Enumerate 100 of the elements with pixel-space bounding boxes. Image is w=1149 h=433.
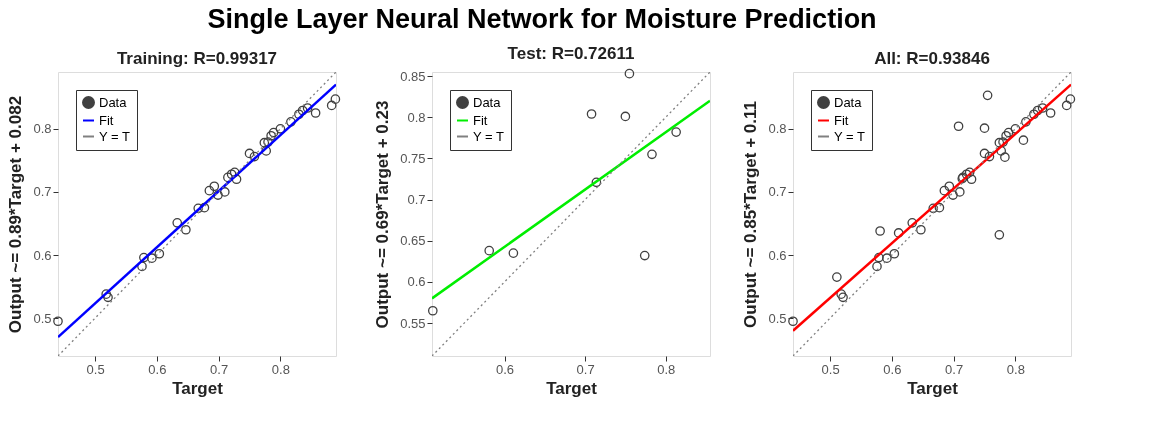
point	[154, 248, 165, 259]
point	[1032, 105, 1043, 116]
y-tick-label: 0.7	[768, 184, 787, 200]
y-tick-label: 0.8	[407, 109, 426, 125]
point	[948, 190, 958, 200]
point	[326, 100, 337, 111]
point	[838, 292, 848, 303]
point	[213, 190, 223, 200]
y-tick-label: 0.6	[407, 274, 426, 290]
point	[1021, 117, 1031, 127]
point	[893, 228, 904, 238]
point	[944, 181, 955, 192]
legend-label: Data	[99, 94, 128, 110]
y-tick-label: 0.5	[33, 310, 52, 326]
point	[939, 185, 950, 196]
point	[1000, 152, 1010, 163]
point	[591, 177, 602, 188]
x-tick-label: 0.8	[1006, 361, 1025, 377]
y-tick-label: 0.7	[33, 184, 52, 200]
chart-title: Training: R=0.99317	[116, 49, 278, 68]
point	[882, 253, 892, 263]
x-tick-label: 0.8	[657, 361, 676, 377]
point	[1045, 108, 1056, 118]
point	[647, 149, 657, 160]
point	[996, 146, 1007, 156]
point	[994, 137, 1005, 148]
point	[275, 123, 286, 134]
point	[244, 148, 255, 159]
point	[907, 218, 918, 228]
point	[889, 248, 900, 259]
y-tick-label: 0.65	[400, 233, 426, 249]
point	[872, 261, 882, 272]
x-tick-label: 0.5	[86, 361, 105, 377]
point	[193, 203, 204, 214]
point	[223, 172, 233, 183]
point	[832, 272, 842, 282]
point	[994, 230, 1005, 240]
point	[137, 261, 147, 272]
legend-label: Y = T	[834, 128, 866, 144]
point	[671, 127, 681, 137]
point	[620, 111, 631, 122]
y-tick-label: 0.6	[768, 247, 787, 263]
point	[624, 68, 635, 79]
point	[1061, 100, 1072, 111]
point	[916, 224, 926, 235]
point	[427, 305, 438, 316]
point	[836, 289, 847, 299]
point	[484, 245, 495, 256]
y-axis-title: Output ~= 0.89*Target + 0.082	[6, 95, 26, 334]
point	[934, 202, 945, 213]
point	[586, 109, 597, 119]
x-tick-label: 0.7	[945, 361, 964, 377]
point	[259, 137, 270, 148]
point	[1029, 109, 1039, 120]
y-tick-label: 0.75	[400, 150, 426, 166]
x-axis-title: Target	[907, 378, 959, 398]
point	[199, 202, 210, 213]
point	[101, 289, 112, 299]
point	[966, 174, 977, 185]
point	[874, 252, 884, 263]
x-axis-title: Target	[546, 378, 598, 398]
point	[984, 151, 995, 162]
point	[330, 94, 341, 104]
x-axis-title: Target	[172, 378, 224, 398]
point	[875, 226, 885, 236]
point	[286, 117, 296, 127]
point	[310, 108, 321, 118]
point	[204, 185, 215, 196]
legend-label: Y = T	[99, 128, 131, 144]
text: Single Layer Neural Network for Moisture Prediction	[207, 4, 877, 35]
point	[953, 121, 964, 132]
x-tick-label: 0.7	[210, 361, 229, 377]
point	[979, 148, 990, 159]
point	[302, 103, 313, 113]
point	[181, 224, 191, 235]
point	[53, 316, 63, 327]
point	[249, 151, 260, 162]
x-tick-label: 0.7	[576, 361, 595, 377]
point	[147, 253, 157, 263]
legend-label: Data	[473, 94, 502, 110]
point	[209, 181, 220, 192]
point	[508, 248, 519, 258]
point	[928, 203, 939, 214]
legend-label: Fit	[99, 112, 114, 128]
legend-label: Fit	[473, 112, 488, 128]
point	[998, 137, 1008, 147]
point	[954, 187, 965, 197]
point	[1018, 135, 1029, 145]
y-tick-label: 0.8	[33, 121, 52, 137]
point	[261, 146, 272, 156]
y-tick-label: 0.6	[33, 247, 52, 263]
x-tick-label: 0.5	[821, 361, 840, 377]
point	[639, 250, 650, 261]
y-tick-label: 0.55	[400, 315, 426, 331]
point	[172, 218, 183, 228]
point	[219, 187, 230, 197]
point	[1010, 123, 1021, 134]
point	[979, 123, 990, 133]
point	[982, 90, 993, 101]
y-tick-label: 0.8	[768, 121, 787, 137]
